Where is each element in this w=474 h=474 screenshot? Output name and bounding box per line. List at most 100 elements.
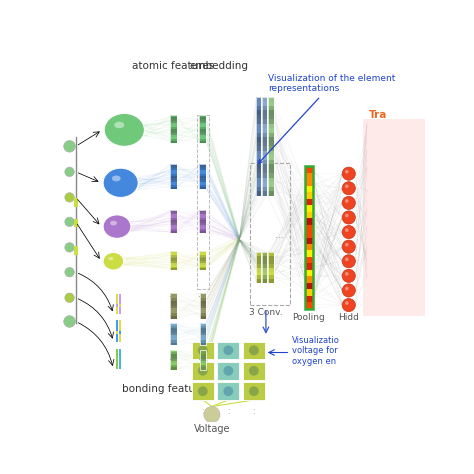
Bar — [170, 115, 177, 143]
Circle shape — [342, 240, 356, 253]
Bar — [170, 229, 177, 231]
Bar — [262, 252, 267, 283]
Bar — [262, 97, 267, 196]
Bar — [305, 218, 313, 225]
Bar — [262, 97, 267, 101]
Bar — [200, 219, 206, 221]
Bar — [170, 259, 177, 261]
Bar — [200, 175, 206, 178]
Bar — [305, 166, 313, 173]
Bar — [256, 256, 261, 260]
Bar — [200, 131, 206, 133]
Bar — [170, 212, 177, 214]
Bar — [243, 342, 265, 359]
Bar — [305, 179, 313, 186]
Bar — [200, 123, 206, 125]
Bar — [170, 361, 177, 363]
Bar — [256, 164, 261, 169]
Bar — [170, 137, 177, 139]
Circle shape — [342, 269, 356, 283]
Bar — [268, 264, 273, 268]
Bar — [170, 119, 177, 121]
Bar — [116, 334, 118, 338]
Bar — [170, 129, 177, 131]
Bar — [170, 336, 177, 338]
Text: ...: ... — [275, 231, 284, 240]
Bar — [170, 323, 177, 326]
Bar — [192, 383, 214, 400]
Bar — [119, 338, 121, 342]
Bar — [256, 182, 261, 187]
Bar — [262, 164, 267, 169]
Bar — [305, 289, 313, 296]
Bar — [119, 365, 121, 369]
Bar — [200, 352, 206, 354]
Bar — [200, 227, 206, 229]
Bar — [200, 266, 206, 268]
Bar — [119, 356, 121, 359]
Bar — [200, 336, 206, 338]
Circle shape — [345, 170, 349, 173]
Bar — [268, 128, 273, 133]
Ellipse shape — [103, 168, 138, 197]
Bar — [268, 268, 273, 272]
Bar — [170, 175, 177, 178]
Bar — [170, 365, 177, 367]
Text: ...: ... — [199, 290, 207, 299]
Bar — [170, 131, 177, 133]
Bar — [268, 256, 273, 260]
Bar — [200, 311, 206, 313]
Bar — [116, 349, 118, 352]
Circle shape — [345, 257, 349, 261]
Bar — [170, 266, 177, 268]
Bar — [262, 101, 267, 106]
Bar — [305, 199, 313, 205]
Bar — [262, 252, 267, 256]
Circle shape — [249, 366, 259, 376]
Circle shape — [65, 192, 74, 202]
Text: Visualization of the element
representations: Visualization of the element representat… — [258, 74, 396, 164]
Bar — [200, 231, 206, 233]
Bar — [305, 250, 313, 257]
Bar — [116, 327, 118, 331]
Bar — [200, 225, 206, 227]
Bar — [200, 117, 206, 119]
Bar — [256, 115, 261, 119]
Circle shape — [345, 301, 349, 305]
Bar — [170, 182, 177, 183]
Bar — [170, 264, 177, 266]
Bar — [73, 246, 78, 255]
Bar — [200, 180, 206, 182]
Bar — [170, 293, 177, 319]
Bar — [200, 363, 206, 365]
Bar — [200, 296, 206, 298]
Bar — [119, 331, 121, 334]
Bar — [256, 160, 261, 164]
Bar — [200, 323, 206, 326]
Bar — [268, 137, 273, 142]
Bar — [116, 359, 118, 362]
Circle shape — [65, 243, 74, 252]
Bar — [200, 137, 206, 139]
Bar — [200, 340, 206, 343]
Bar — [116, 294, 118, 298]
Ellipse shape — [112, 175, 121, 182]
Bar — [305, 302, 313, 309]
Bar — [119, 334, 121, 338]
Bar — [170, 183, 177, 185]
Bar — [200, 313, 206, 316]
Bar — [200, 172, 206, 173]
Bar — [200, 139, 206, 141]
Bar — [268, 178, 273, 182]
Bar — [170, 123, 177, 125]
Bar — [170, 298, 177, 301]
Bar — [119, 327, 121, 331]
Bar — [200, 185, 206, 187]
Bar — [170, 127, 177, 129]
Bar — [170, 296, 177, 298]
Bar — [170, 218, 177, 219]
Bar — [262, 115, 267, 119]
Circle shape — [65, 167, 74, 177]
Bar — [116, 308, 118, 311]
Bar — [116, 311, 118, 314]
